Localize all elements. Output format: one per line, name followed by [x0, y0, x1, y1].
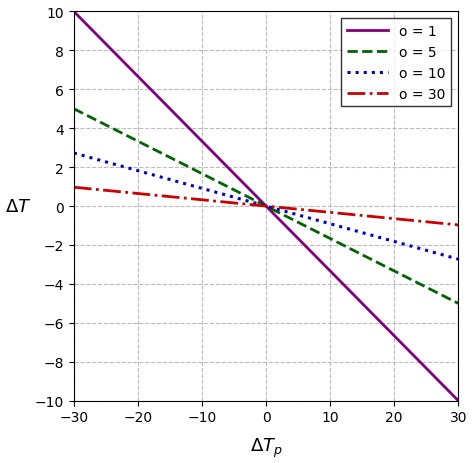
Line: o = 30: o = 30 [74, 188, 458, 225]
o = 30 [227, 200, 232, 206]
o = 5 [378, 262, 383, 267]
Text: $\Delta T_p$: $\Delta T_p$ [250, 436, 283, 459]
o = 5 [110, 126, 116, 132]
o = 30 [378, 215, 383, 220]
o = 1 [227, 167, 232, 172]
o = 30 [240, 201, 246, 207]
Line: o = 5: o = 5 [74, 110, 458, 304]
o = 5 [227, 185, 232, 191]
o = 5 [71, 107, 77, 113]
o = 30 [335, 211, 341, 216]
o = 5 [456, 301, 461, 307]
o = 1 [456, 398, 461, 404]
o = 1 [371, 313, 376, 318]
o = 10 [378, 235, 383, 241]
Line: o = 1: o = 1 [74, 13, 458, 401]
o = 30 [456, 223, 461, 228]
o = 10 [371, 233, 376, 239]
o = 5 [371, 258, 376, 264]
o = 1 [335, 276, 341, 282]
o = 1 [71, 10, 77, 15]
o = 5 [240, 192, 246, 198]
Legend: o = 1, o = 5, o = 10, o = 30: o = 1, o = 5, o = 10, o = 30 [341, 19, 451, 107]
Text: $\Delta T$: $\Delta T$ [5, 198, 32, 216]
o = 10 [227, 194, 232, 199]
o = 10 [240, 198, 246, 203]
o = 10 [456, 257, 461, 263]
o = 1 [240, 181, 246, 186]
o = 30 [110, 189, 116, 194]
o = 5 [335, 240, 341, 246]
o = 10 [335, 224, 341, 229]
o = 10 [71, 151, 77, 156]
o = 10 [110, 162, 116, 167]
o = 30 [371, 214, 376, 220]
Line: o = 10: o = 10 [74, 154, 458, 260]
o = 1 [378, 319, 383, 325]
o = 30 [71, 185, 77, 191]
o = 1 [110, 50, 116, 55]
